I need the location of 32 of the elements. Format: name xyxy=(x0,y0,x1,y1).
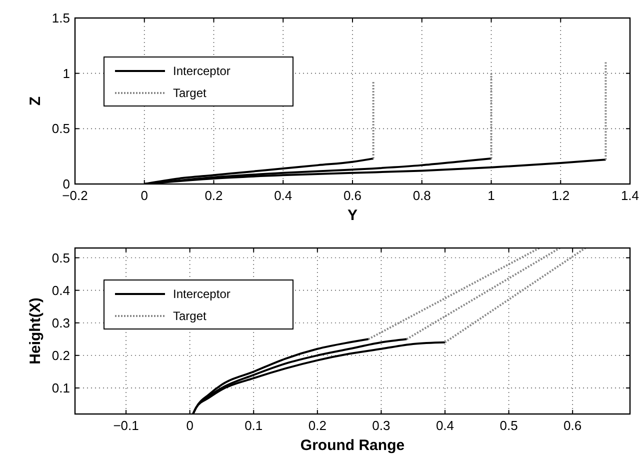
x-tick-label: 0.2 xyxy=(204,188,223,203)
legend-label: Target xyxy=(173,86,208,100)
y-tick-label: 0.3 xyxy=(52,315,70,330)
y-tick-label: 1 xyxy=(62,66,70,81)
y-tick-label: 0.2 xyxy=(52,348,70,363)
y-tick-label: 0.5 xyxy=(52,250,70,266)
y-tick-label: 0.1 xyxy=(52,380,70,396)
y-tick-label: 0.4 xyxy=(52,282,70,298)
y-tick-label: 0.5 xyxy=(52,121,70,136)
x-tick-label: 0.2 xyxy=(308,418,326,433)
x-axis-title: Y xyxy=(347,207,358,224)
legend-label: Interceptor xyxy=(173,287,230,301)
x-tick-label: 0.4 xyxy=(436,418,454,433)
x-tick-label: 0 xyxy=(186,418,194,433)
x-tick-label: 0.6 xyxy=(343,188,362,203)
x-tick-label: 0.6 xyxy=(564,418,582,433)
x-tick-label: 0.5 xyxy=(500,418,518,433)
x-axis-title: Ground Range xyxy=(300,437,405,454)
y-axis-title: Z xyxy=(27,96,44,106)
y-tick-label: 1.5 xyxy=(52,10,70,26)
y-axis-title: Height(X) xyxy=(27,298,44,364)
legend-label: Target xyxy=(173,309,208,323)
x-tick-label: 1.2 xyxy=(552,188,570,203)
x-tick-label: 0.4 xyxy=(274,188,292,203)
x-tick-label: 0.1 xyxy=(244,418,263,433)
x-tick-label: −0.1 xyxy=(113,418,139,433)
x-tick-label: 0 xyxy=(140,188,148,203)
x-tick-label: 1.4 xyxy=(620,188,640,203)
x-tick-label: 0.3 xyxy=(372,418,390,433)
x-tick-label: 0.8 xyxy=(412,188,431,203)
x-tick-label: 1 xyxy=(488,188,495,203)
legend-label: Interceptor xyxy=(173,64,230,78)
